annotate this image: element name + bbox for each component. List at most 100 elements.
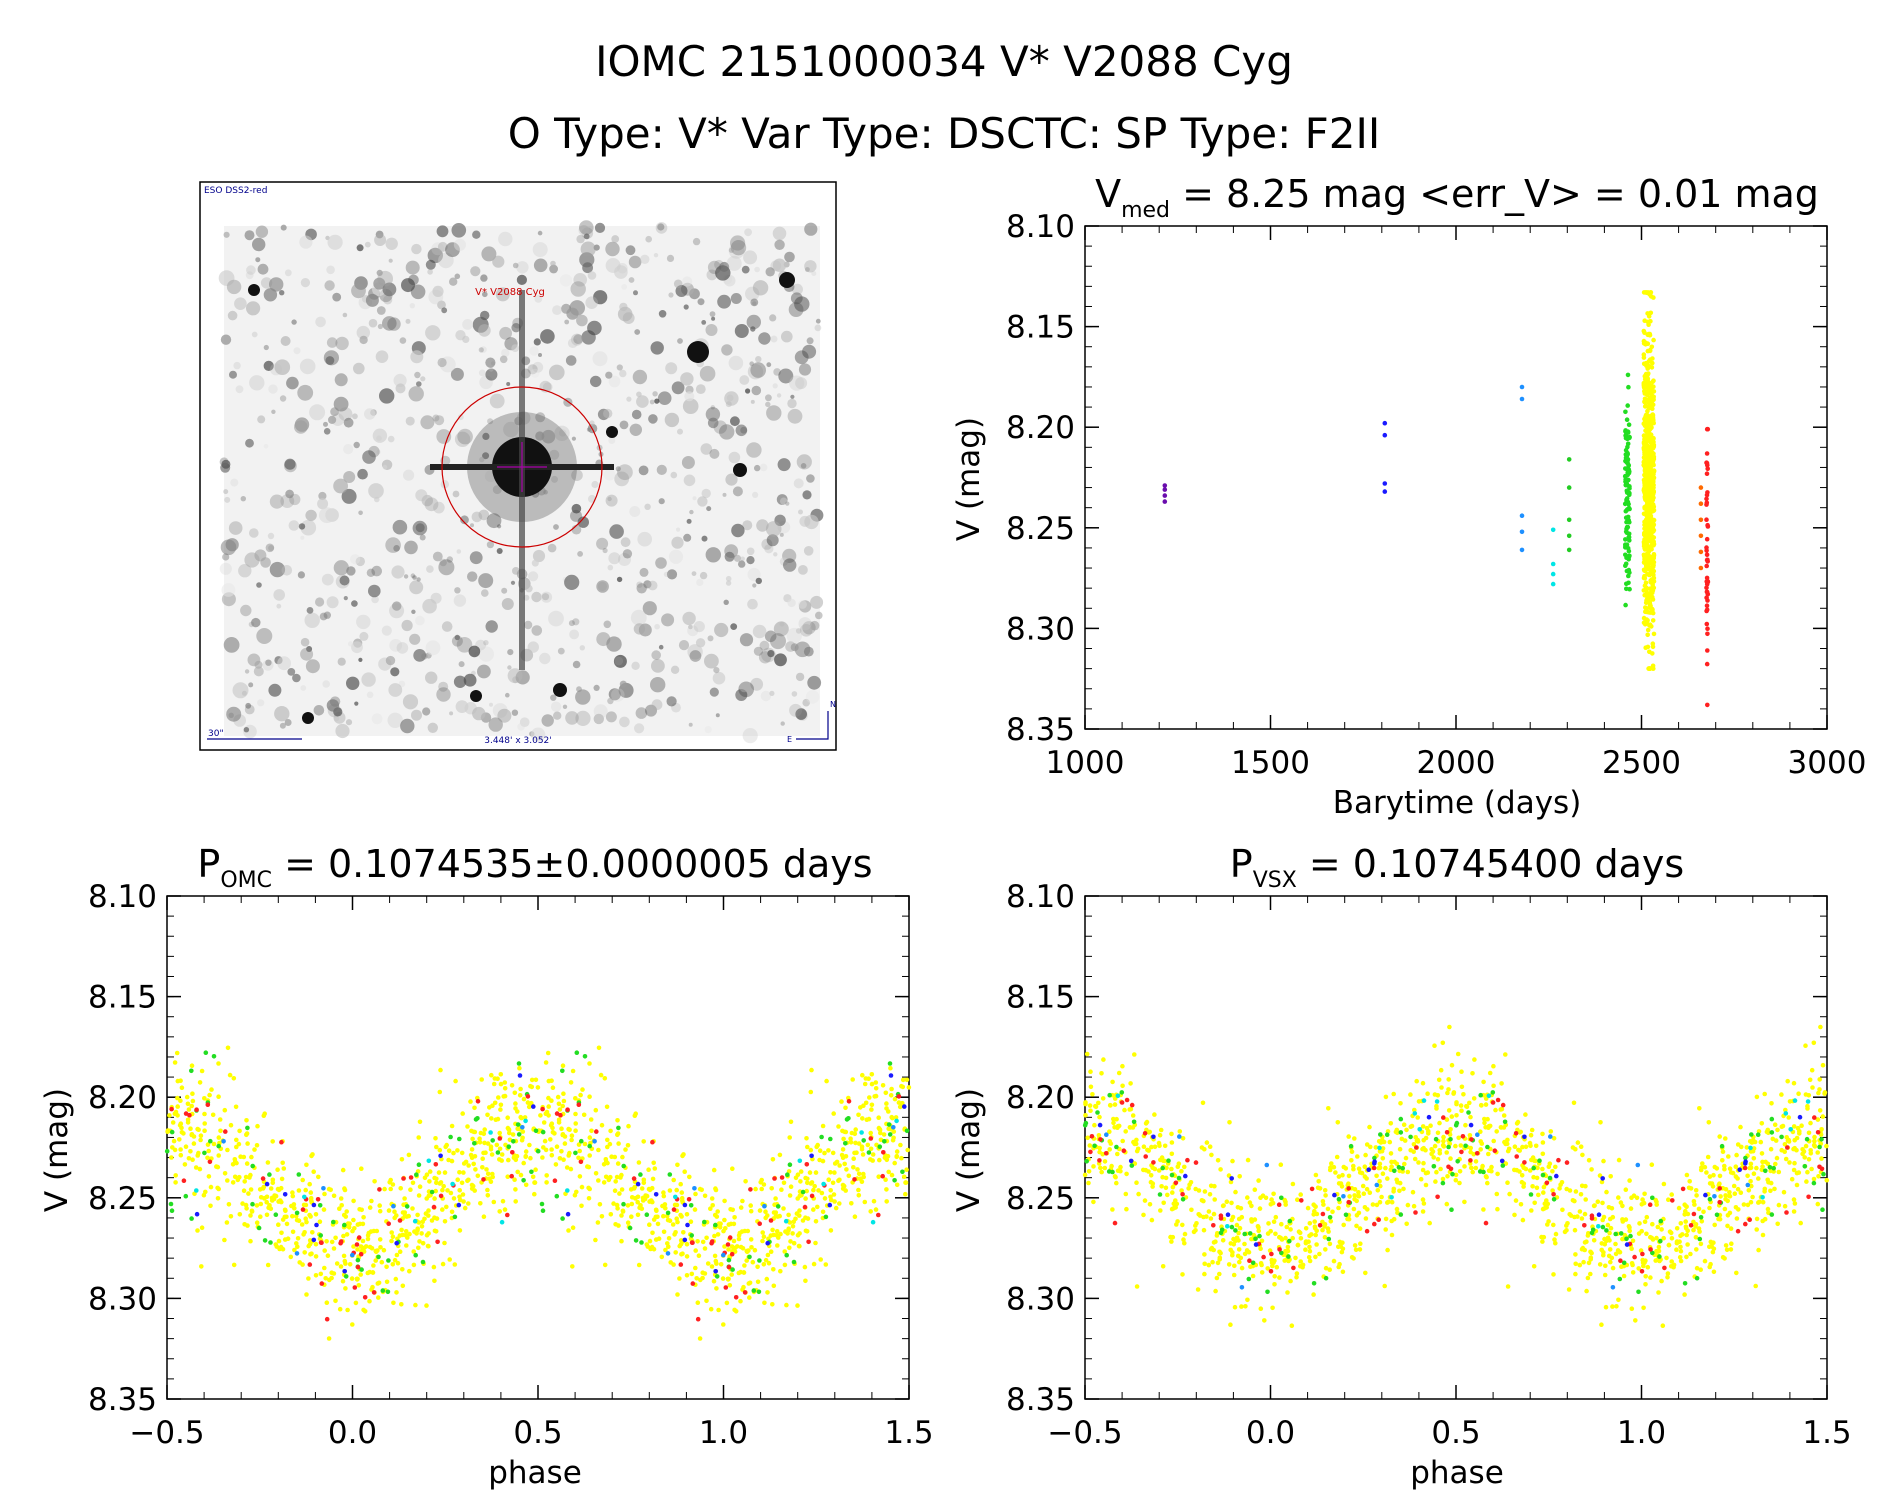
phase-vsx-point [1136,1191,1141,1197]
phase-omc-point [510,1150,515,1155]
sky-noise-blob [377,270,394,287]
phase-omc-point [574,1189,579,1195]
phase-omc-point [544,1180,549,1185]
phase-omc-point [778,1231,783,1237]
phase-omc-point [858,1176,863,1181]
phase-vsx-point [1768,1146,1774,1152]
phase-omc-point [721,1322,726,1327]
phase-omc-point [806,1239,811,1245]
sky-noise-blob [343,444,354,455]
light-curve-point [1651,420,1656,426]
sky-noise-blob [244,704,255,715]
sky-noise-blob [256,582,262,588]
phase-vsx-point [1421,1137,1426,1143]
sky-noise-blob [765,267,775,277]
sky-noise-blob [506,382,511,386]
phase-omc-point [589,1128,594,1134]
phase-vsx-point [1206,1262,1212,1268]
sky-noise-blob [733,554,742,562]
phase-omc-point [393,1276,399,1282]
sky-noise-blob [224,496,231,503]
phase-vsx-point [1601,1214,1607,1220]
phase-vsx-point [1277,1275,1282,1280]
sky-image-panel: ESO DSS2-red V* V2088 Cyg 30" 3.448' x 3… [199,181,837,751]
sky-noise-blob [346,566,356,576]
phase-vsx-point [1346,1134,1351,1139]
phase-omc-point [328,1187,334,1193]
sky-noise-blob [516,261,529,274]
phase-omc-point [667,1172,673,1177]
sky-noise-blob [472,230,481,239]
phase-omc-ytick-label: 8.30 [88,1281,157,1317]
phase-omc-point [696,1253,702,1258]
light-curve-point [1645,561,1650,567]
phase-omc-point [337,1306,343,1312]
phase-vsx-point [1437,1151,1443,1156]
phase-omc-point [842,1161,847,1167]
phase-omc-point [736,1236,742,1242]
phase-vsx-point [1717,1134,1722,1139]
phase-vsx-point [1379,1194,1384,1200]
sky-noise-blob [607,564,614,571]
phase-vsx-point [1130,1113,1136,1118]
phase-omc-point [457,1170,462,1175]
phase-vsx-point [1748,1165,1754,1171]
sky-noise-blob [611,235,620,243]
phase-omc-point [178,1147,183,1152]
phase-omc-point [432,1278,437,1284]
light-curve-point [1648,570,1654,575]
phase-omc-point [437,1147,443,1153]
phase-vsx-point [1577,1262,1583,1268]
sky-noise-blob [393,373,407,388]
phase-vsx-point [1795,1125,1801,1131]
sky-noise-blob [268,384,278,394]
sky-noise-blob [226,706,242,722]
phase-vsx-point [1086,1169,1092,1174]
phase-omc-point [234,1137,239,1143]
phase-vsx-point [1792,1201,1798,1206]
phase-vsx-point [1202,1261,1207,1267]
phase-omc-point [338,1239,344,1244]
phase-vsx-point [1357,1247,1363,1252]
phase-vsx-point [1738,1190,1744,1195]
phase-omc-point [362,1309,368,1314]
phase-vsx-point [1792,1145,1797,1151]
phase-omc-point [461,1170,466,1175]
phase-omc-point [187,1112,192,1118]
sky-noise-blob [701,488,711,499]
phase-vsx-point [1149,1144,1154,1150]
phase-omc-point [877,1127,883,1133]
phase-omc-point [690,1281,696,1286]
sky-noise-blob [249,375,265,391]
phase-omc-point [546,1078,552,1084]
phase-omc-point [561,1091,566,1096]
phase-vsx-point [1159,1184,1164,1189]
phase-vsx-point [1580,1152,1585,1158]
phase-omc-point [390,1262,396,1267]
phase-omc-point [748,1237,754,1242]
phase-omc-point [468,1152,474,1158]
phase-omc-point [433,1136,438,1141]
sky-noise-blob [580,241,596,257]
phase-vsx-point [1232,1304,1238,1310]
phase-vsx-point [1200,1100,1206,1106]
phase-vsx-point [1102,1165,1108,1171]
phase-omc-point [189,1103,194,1109]
phase-omc-point [433,1229,439,1234]
phase-omc-point [373,1258,379,1263]
sky-noise-blob [305,659,320,674]
phase-omc-point [350,1228,355,1234]
sky-noise-blob [446,556,453,563]
sky-noise-blob [569,629,579,640]
phase-vsx-point [1712,1222,1717,1228]
sky-noise-blob [693,621,705,633]
sky-noise-blob [368,318,378,328]
sky-noise-blob [359,631,369,641]
light-curve-point [1624,586,1629,592]
phase-omc-point [557,1107,563,1112]
phase-omc-point [896,1094,902,1099]
phase-omc-point [234,1144,239,1150]
sky-noise-blob [293,347,301,355]
phase-omc-point [442,1170,448,1175]
sky-noise-blob [263,344,269,351]
